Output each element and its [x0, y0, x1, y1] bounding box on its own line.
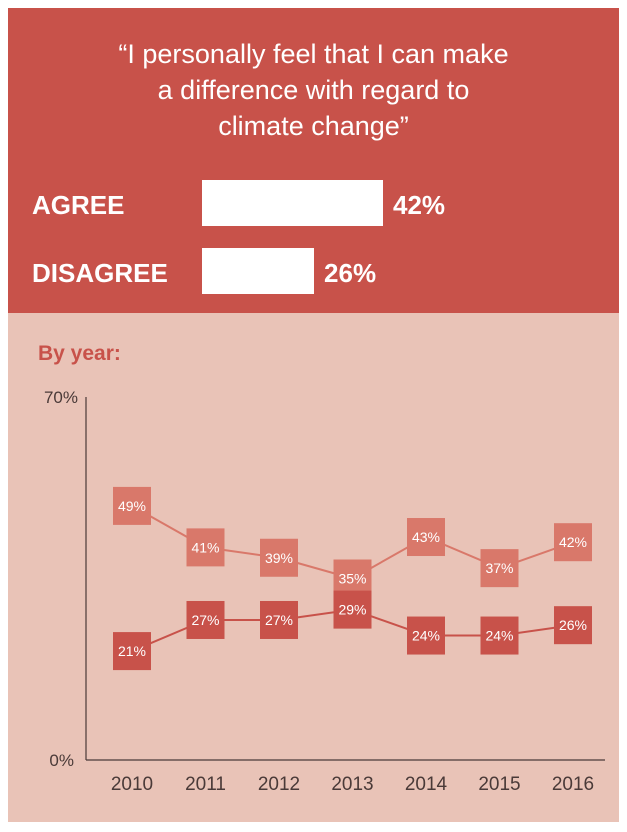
- disagree-bar: [202, 248, 315, 294]
- data-label: 24%: [485, 628, 513, 644]
- by-year-heading: By year:: [38, 342, 121, 365]
- data-label: 35%: [338, 571, 366, 587]
- y-tick-label: 70%: [44, 388, 78, 407]
- question-line: a difference with regard to: [157, 75, 470, 105]
- data-label: 26%: [559, 617, 587, 633]
- agree-bar: [202, 180, 383, 226]
- question-line: “I personally feel that I can make: [118, 39, 509, 69]
- data-point: [260, 538, 298, 577]
- agree-value: 42%: [393, 190, 446, 220]
- x-tick-label: 2012: [258, 774, 300, 795]
- data-label: 43%: [412, 529, 440, 545]
- data-label: 42%: [559, 534, 587, 550]
- y-tick-label: 0%: [49, 751, 74, 770]
- data-point: [554, 523, 592, 562]
- data-point: [186, 528, 225, 567]
- x-tick-label: 2013: [331, 774, 373, 795]
- data-point: [333, 590, 372, 629]
- data-point: [113, 486, 151, 525]
- x-tick-label: 2015: [478, 774, 520, 795]
- survey-question: “I personally feel that I can make a dif…: [8, 36, 619, 144]
- data-point: [260, 600, 298, 639]
- data-point: [407, 518, 445, 557]
- data-label: 29%: [338, 602, 366, 618]
- data-point: [480, 549, 519, 588]
- x-tick-label: 2016: [552, 774, 594, 795]
- data-point: [186, 600, 225, 639]
- data-label: 21%: [118, 643, 146, 659]
- agree-label: AGREE: [32, 190, 125, 220]
- x-tick-label: 2011: [185, 774, 226, 795]
- data-point: [480, 616, 519, 655]
- disagree-label: DISAGREE: [32, 258, 168, 288]
- data-label: 27%: [265, 612, 293, 628]
- data-label: 37%: [485, 560, 513, 576]
- data-label: 49%: [118, 498, 146, 514]
- x-tick-label: 2010: [111, 774, 153, 795]
- x-tick-label: 2014: [405, 774, 448, 795]
- data-label: 24%: [412, 628, 440, 644]
- data-label: 27%: [191, 612, 219, 628]
- data-point: [407, 616, 445, 655]
- data-label: 39%: [265, 550, 293, 566]
- data-label: 41%: [191, 539, 219, 555]
- disagree-value: 26%: [324, 258, 377, 288]
- data-point: [554, 606, 592, 645]
- question-line: climate change”: [218, 111, 409, 141]
- data-point: [113, 632, 151, 671]
